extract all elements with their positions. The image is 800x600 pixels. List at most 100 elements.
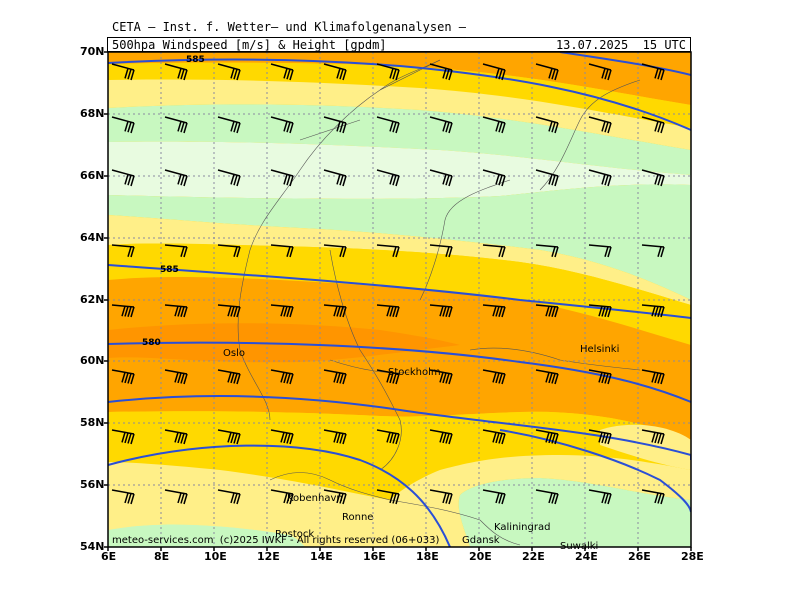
contour-line — [108, 444, 451, 547]
band-green-mid — [108, 184, 691, 300]
wind-barb — [482, 116, 506, 134]
lat-label: 70N — [80, 45, 105, 58]
height-contours — [108, 52, 691, 547]
wind-barb — [535, 63, 559, 81]
wind-barb — [535, 304, 559, 318]
lat-label: 56N — [80, 478, 105, 491]
wind-barb — [641, 63, 665, 81]
band-paleyellow-top — [108, 79, 691, 150]
source-line: CETA – Inst. f. Wetter– und Klimafolgena… — [112, 20, 467, 34]
band-orange-top — [108, 52, 691, 105]
wind-barb — [429, 244, 453, 258]
wind-barb — [217, 369, 241, 385]
graticule — [108, 52, 691, 547]
lat-label: 60N — [80, 354, 105, 367]
wind-barb — [641, 116, 665, 134]
band-paleyellow-east — [600, 424, 691, 470]
wind-barb — [164, 63, 188, 81]
contour-line — [108, 58, 691, 131]
band-yellow-top — [108, 62, 691, 128]
city-label: Oslo — [223, 348, 245, 359]
wind-barb — [323, 304, 347, 318]
wind-barb — [111, 304, 135, 318]
wind-barb — [482, 489, 506, 505]
contour-line — [108, 264, 691, 319]
lon-label: 28E — [681, 550, 704, 563]
wind-barb — [535, 429, 559, 445]
wind-barb — [111, 489, 135, 505]
lon-label: 18E — [416, 550, 439, 563]
wind-barb — [376, 169, 400, 187]
valid-time: 13.07.2025 15 UTC — [555, 38, 686, 52]
wind-barb — [482, 304, 506, 318]
wind-barb — [641, 489, 665, 505]
wind-barb — [111, 169, 135, 187]
lat-label: 68N — [80, 107, 105, 120]
wind-barb — [217, 116, 241, 134]
wind-barb — [429, 489, 453, 505]
wind-barb — [535, 369, 559, 385]
wind-barb — [270, 169, 294, 187]
wind-barb — [323, 169, 347, 187]
coastlines — [237, 59, 641, 546]
wind-barb — [588, 169, 612, 187]
wind-barb — [270, 304, 294, 318]
contour-line — [108, 341, 691, 403]
contour-label: 580 — [142, 338, 161, 348]
lon-label: 14E — [310, 550, 333, 563]
lat-label: 64N — [80, 231, 105, 244]
wind-barb — [641, 304, 665, 318]
wind-barb — [429, 116, 453, 134]
wind-barb — [111, 63, 135, 81]
wind-barb — [270, 369, 294, 385]
wind-barb — [217, 489, 241, 505]
wind-barb — [164, 369, 188, 385]
lon-label: 12E — [257, 550, 280, 563]
band-yellow-low — [108, 411, 691, 500]
wind-barb — [482, 63, 506, 81]
wind-barb — [164, 429, 188, 445]
city-label: Ronne — [342, 512, 374, 523]
wind-barb — [429, 429, 453, 445]
wind-barb — [588, 489, 612, 505]
wind-barb — [482, 244, 506, 258]
lon-label: 22E — [522, 550, 545, 563]
wind-barb — [323, 244, 347, 258]
wind-barb — [111, 116, 135, 134]
band-darkorange — [108, 323, 460, 363]
lat-label: 62N — [80, 293, 105, 306]
wind-barb — [376, 369, 400, 385]
wind-barb — [217, 304, 241, 318]
lon-label: 20E — [469, 550, 492, 563]
lon-label: 6E — [101, 550, 117, 563]
wind-barb — [429, 369, 453, 385]
wind-barb — [270, 489, 294, 505]
wind-barb — [535, 116, 559, 134]
wind-barb — [217, 169, 241, 187]
wind-barb — [376, 63, 400, 81]
wind-barb — [588, 304, 612, 318]
wind-barb — [164, 116, 188, 134]
city-label: Suwalki — [560, 541, 599, 552]
wind-barb — [217, 429, 241, 445]
band-green-sw — [108, 524, 305, 547]
wind-barb — [376, 429, 400, 445]
wind-barb — [535, 489, 559, 505]
title-box: 500hpa Windspeed [m/s] & Height [gpdm] 1… — [107, 37, 691, 52]
lon-label: 26E — [628, 550, 651, 563]
wind-barb — [323, 63, 347, 81]
wind-barb — [641, 244, 665, 258]
wind-barb — [641, 429, 665, 445]
wind-barb — [588, 369, 612, 385]
city-label: Gdansk — [462, 535, 500, 546]
wind-barb — [323, 429, 347, 445]
wind-barb — [164, 304, 188, 318]
wind-barb — [429, 169, 453, 187]
contour-label: 585 — [186, 55, 205, 65]
wind-barb — [588, 63, 612, 81]
wind-barb — [482, 369, 506, 385]
lon-label: 16E — [363, 550, 386, 563]
contour-line — [559, 52, 691, 76]
wind-barb — [376, 489, 400, 505]
